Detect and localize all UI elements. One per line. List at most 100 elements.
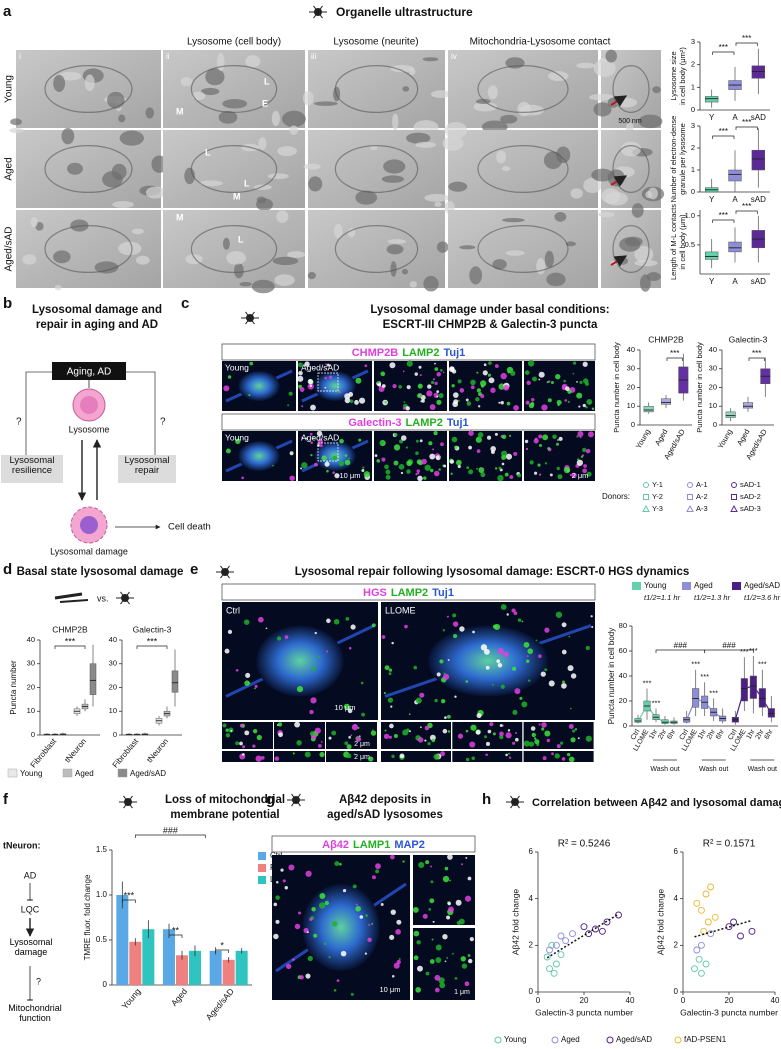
organelle [251, 279, 275, 294]
significance: *** [147, 636, 158, 646]
punctum [305, 870, 312, 877]
punctum [552, 434, 557, 439]
punctum [500, 684, 505, 689]
punctum [585, 405, 588, 409]
punctum [447, 730, 451, 733]
point [737, 932, 744, 940]
punctum [447, 854, 453, 860]
punctum [314, 631, 317, 635]
significance: *** [691, 660, 700, 669]
punctum [275, 895, 280, 900]
organelle [94, 261, 119, 274]
punctum [511, 608, 516, 613]
punctum [446, 615, 449, 618]
punctum [569, 473, 573, 477]
punctum [496, 659, 501, 664]
organelle [370, 145, 378, 150]
organelle [601, 188, 621, 204]
significance-bracket [134, 834, 206, 838]
punctum [581, 454, 585, 457]
x-tick-label: Young [716, 427, 734, 450]
point [695, 955, 703, 963]
box [740, 678, 748, 702]
punctum [517, 473, 522, 478]
punctum [224, 648, 230, 654]
legend-label: Aged/sAD [616, 1035, 652, 1044]
punctum [541, 404, 548, 411]
punctum [244, 680, 250, 686]
punctum [475, 436, 482, 443]
punctum [446, 714, 451, 719]
x-tick-label: A [732, 195, 738, 204]
punctum [310, 697, 317, 704]
point [693, 899, 701, 907]
punctum [442, 629, 446, 632]
point [580, 923, 588, 931]
punctum [339, 862, 342, 866]
punctum [550, 381, 554, 385]
stain: Aβ42 [322, 839, 349, 851]
x-tick-label: 2hr [706, 728, 717, 741]
punctum [487, 729, 492, 734]
punctum [538, 723, 541, 726]
punctum [391, 754, 395, 758]
punctum [398, 384, 402, 389]
punctum [485, 665, 490, 670]
cell-body [334, 225, 419, 274]
punctum [561, 680, 565, 684]
micrograph [308, 50, 445, 128]
punctum [571, 472, 577, 478]
punctum [485, 753, 488, 757]
punctum [480, 380, 487, 387]
box [660, 398, 672, 405]
punctum [273, 933, 279, 940]
point [557, 951, 565, 959]
punctum [404, 624, 408, 629]
punctum [454, 695, 457, 698]
punctum [489, 722, 494, 727]
punctum [435, 957, 442, 963]
punctum [540, 671, 546, 677]
neuron-icon [249, 311, 255, 319]
group-label: Young [225, 362, 249, 372]
punctum [230, 729, 233, 732]
point [550, 969, 558, 977]
panel-label: c [181, 295, 189, 312]
organelle [145, 186, 166, 199]
punctum [244, 730, 250, 736]
text-box: Mitochondrial function [8, 1004, 62, 1023]
x-tick-label: tNeuron [145, 737, 170, 765]
punctum [524, 370, 530, 375]
punctum [296, 685, 304, 693]
punctum [490, 450, 495, 455]
punctum [325, 363, 328, 366]
punctum [491, 683, 494, 686]
organelle [111, 163, 127, 180]
punctum [537, 463, 541, 467]
punctum [525, 447, 529, 451]
punctum [239, 723, 244, 728]
punctum [395, 929, 401, 935]
bar [222, 959, 235, 985]
x-tick-label: Aged [169, 986, 190, 1008]
organelle [619, 237, 641, 252]
punctum [515, 732, 518, 735]
punctum [243, 619, 250, 625]
punctum [568, 756, 575, 763]
organelle [544, 250, 554, 268]
punctum [531, 732, 536, 738]
punctum [427, 384, 432, 389]
punctum [235, 438, 241, 445]
punctum [277, 722, 283, 727]
punctum [443, 672, 446, 675]
x-tick-label: 2hr [755, 728, 766, 741]
panel-label: b [3, 295, 12, 312]
organelle [303, 163, 321, 170]
organelle [271, 110, 280, 127]
punctum [514, 688, 521, 695]
punctum [570, 737, 576, 743]
box [758, 688, 766, 708]
punctum [453, 634, 458, 639]
punctum [494, 364, 499, 368]
punctum [590, 615, 593, 618]
